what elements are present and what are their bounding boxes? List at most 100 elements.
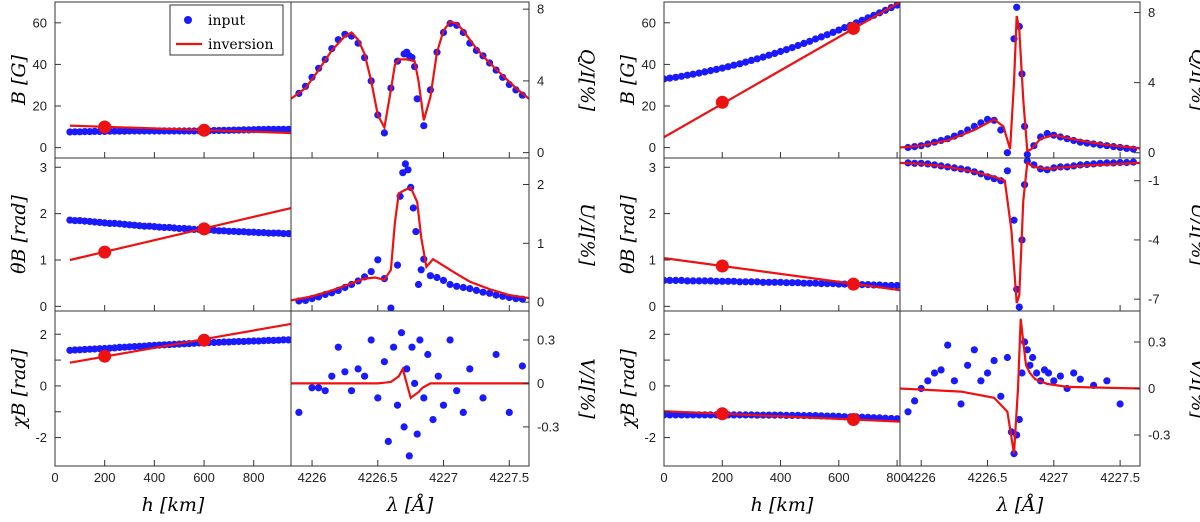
input-point	[1003, 167, 1012, 175]
input-point	[944, 341, 952, 349]
input-point	[390, 343, 398, 351]
plot-area	[291, 329, 529, 460]
x-tick-label: 4226	[907, 470, 936, 485]
y-axis-label: U/I[%]	[576, 203, 598, 266]
legend-input-marker	[184, 16, 192, 24]
input-point	[893, 281, 900, 290]
input-point	[753, 278, 761, 286]
input-point	[695, 277, 703, 285]
input-point	[771, 49, 779, 58]
inversion-node	[846, 413, 860, 426]
input-point	[479, 394, 487, 402]
input-point	[518, 91, 527, 99]
plot-area	[664, 407, 900, 426]
input-point	[512, 86, 520, 94]
input-point	[505, 408, 513, 416]
x-tick-label: 0	[660, 470, 667, 485]
input-point	[788, 44, 796, 52]
panel-frame	[663, 157, 901, 312]
input-point	[1044, 369, 1053, 377]
input-point	[911, 397, 919, 405]
plot-area	[664, 257, 900, 292]
panel-frame	[663, 1, 901, 159]
input-point	[429, 416, 437, 424]
y-tick-label: 0	[1148, 381, 1155, 396]
input-point	[270, 125, 278, 133]
input-point	[235, 337, 243, 346]
y-tick-label: 2	[40, 206, 47, 221]
y-tick-label: 3	[649, 160, 656, 175]
input-point	[361, 372, 369, 380]
input-point	[788, 279, 796, 287]
plot-area	[66, 120, 291, 137]
y-tick-label: -2	[35, 430, 47, 445]
plot-area	[291, 19, 529, 137]
input-point	[794, 279, 802, 287]
input-point	[466, 365, 474, 373]
input-point	[472, 286, 480, 294]
input-point	[1003, 149, 1012, 157]
panel-frame	[290, 310, 530, 467]
x-tick-label: 4227	[1039, 470, 1068, 485]
plot-area	[900, 318, 1140, 458]
y-tick-label: 0	[649, 140, 656, 155]
legend-inversion-label: inversion	[208, 37, 274, 53]
y-tick-label: 0	[40, 299, 47, 314]
input-point	[453, 387, 461, 395]
y-axis-label: V/I[%]	[1187, 358, 1200, 419]
input-point	[977, 377, 985, 385]
legend-input-label: input	[208, 13, 245, 29]
panel-right-stokes-0: 0 4 8 Q/I[%]	[899, 1, 1200, 160]
input-point	[424, 350, 432, 359]
input-point	[1010, 216, 1018, 224]
input-point	[829, 28, 837, 36]
input-point	[111, 127, 119, 135]
x-axis-label: h [km]	[142, 494, 205, 516]
inversion-line	[291, 185, 529, 302]
input-point	[1116, 400, 1124, 408]
input-point	[367, 336, 375, 344]
input-point	[328, 372, 336, 380]
x-tick-label: 4226.5	[968, 470, 1008, 485]
y-tick-label: 20	[642, 99, 656, 114]
inversion-line	[900, 318, 1140, 454]
input-point	[479, 288, 487, 296]
input-point	[765, 278, 773, 286]
input-point	[279, 336, 288, 344]
input-point	[235, 228, 243, 236]
x-tick-label: 400	[144, 470, 166, 485]
input-point	[1056, 372, 1064, 380]
x-tick-label: 4226.5	[358, 470, 398, 485]
y-tick-label: 0	[1148, 145, 1155, 160]
y-axis-label: B [G]	[8, 54, 30, 106]
input-point	[730, 61, 738, 69]
input-point	[817, 280, 825, 288]
input-point	[823, 31, 831, 39]
input-point	[279, 125, 288, 133]
input-point	[265, 229, 273, 237]
input-point	[405, 452, 413, 460]
y-tick-label: 2	[649, 327, 656, 342]
input-point	[175, 224, 183, 233]
input-point	[1013, 3, 1021, 11]
plot-area	[66, 207, 291, 262]
inversion-line	[291, 365, 529, 400]
input-point	[393, 401, 402, 409]
plot-area	[664, 2, 900, 139]
inversion-node	[846, 21, 860, 35]
x-tick-label: 4227.5	[1100, 470, 1140, 485]
y-tick-label: 40	[642, 57, 656, 72]
inversion-node	[846, 277, 860, 291]
y-tick-label: 0	[537, 376, 544, 391]
input-point	[924, 377, 932, 385]
input-point	[492, 291, 500, 299]
input-point	[724, 63, 732, 71]
x-axis-label: λ [Å]	[386, 494, 434, 516]
plot-area	[291, 160, 529, 311]
input-point	[666, 411, 674, 419]
input-point	[453, 282, 461, 290]
input-point	[666, 74, 674, 82]
input-point	[683, 277, 691, 285]
x-axis-label: h [km]	[751, 494, 814, 516]
